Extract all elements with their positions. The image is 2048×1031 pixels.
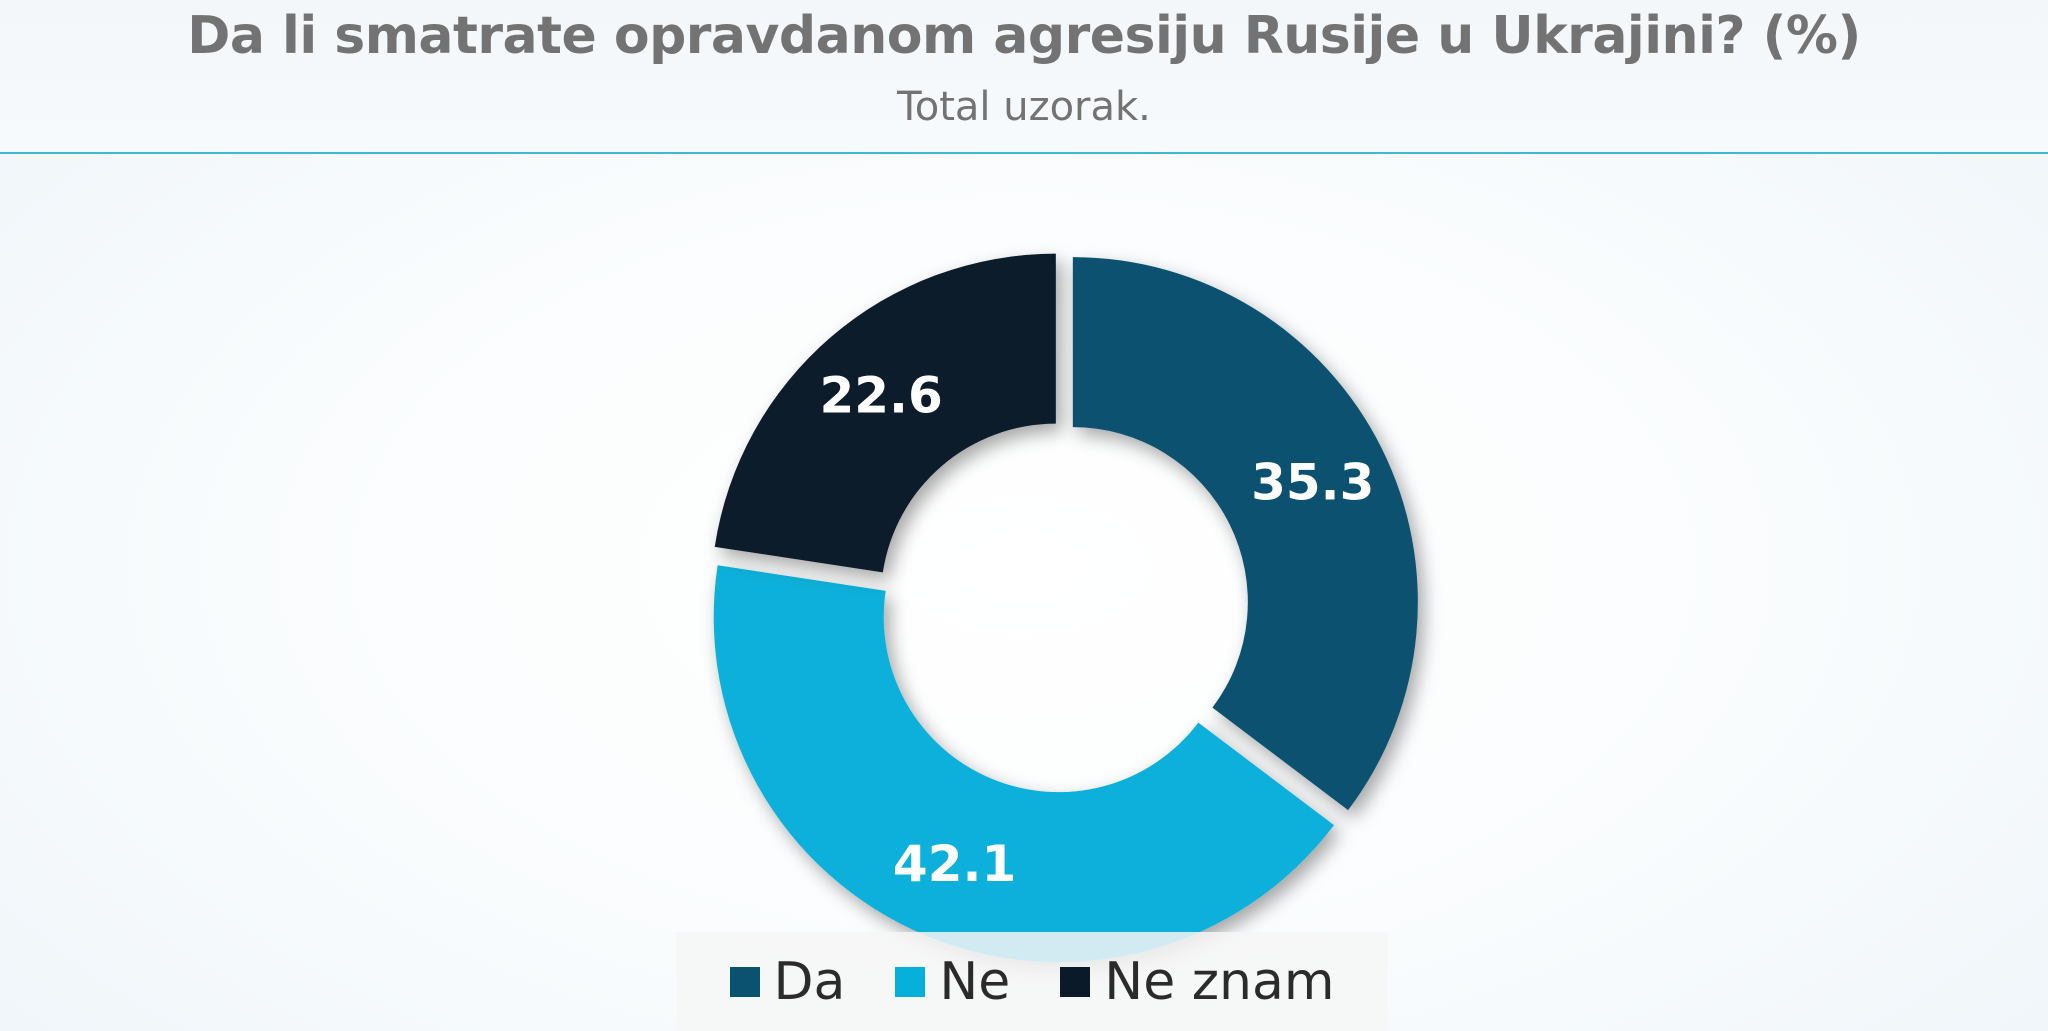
legend-label-ne-znam: Ne znam <box>1104 951 1335 1012</box>
legend-label-ne: Ne <box>939 951 1011 1012</box>
legend-item-da: Da <box>729 951 846 1012</box>
donut-slices <box>713 253 1418 963</box>
chart-legend: Da Ne Ne znam <box>676 932 1388 1031</box>
legend-item-ne-znam: Ne znam <box>1060 951 1335 1012</box>
legend-swatch-ne-znam <box>1060 966 1091 997</box>
header-divider <box>0 152 2048 154</box>
legend-label-da: Da <box>773 951 846 1012</box>
donut-slice-da <box>1072 257 1418 811</box>
donut-data-labels: 35.3 42.1 22.6 <box>819 366 1374 893</box>
data-label-ne-znam: 22.6 <box>819 366 942 424</box>
chart-header: Da li smatrate opravdanom agresiju Rusij… <box>0 0 2048 152</box>
legend-swatch-ne <box>895 966 926 997</box>
chart-subtitle: Total uzorak. <box>897 84 1151 130</box>
donut-slice-ne-znam <box>714 253 1056 573</box>
donut-slice-ne <box>713 565 1334 963</box>
legend-item-ne: Ne <box>895 952 1010 1012</box>
data-label-ne: 42.1 <box>893 835 1016 893</box>
data-label-da: 35.3 <box>1251 454 1374 512</box>
chart-title: Da li smatrate opravdanom agresiju Rusij… <box>187 6 1861 66</box>
legend-swatch-da <box>729 966 760 997</box>
